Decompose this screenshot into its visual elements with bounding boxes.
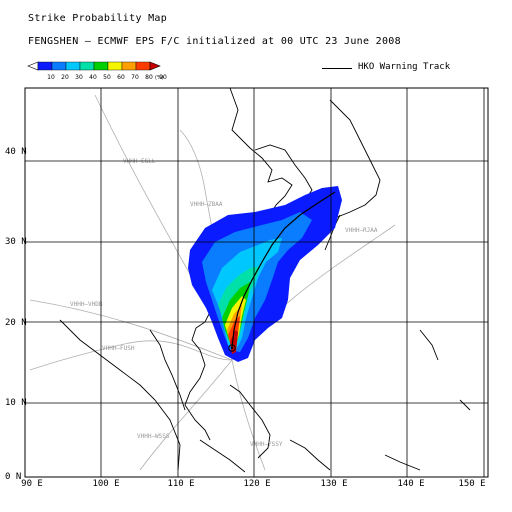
legend-swatch <box>37 61 53 71</box>
legend-value: 10 <box>47 74 55 81</box>
map-title: Strike Probability Map <box>28 13 168 24</box>
legend-swatch <box>65 61 81 71</box>
legend-value: 30 <box>75 74 83 81</box>
lon-label-130: 130 E <box>320 479 348 489</box>
legend-swatch <box>93 61 109 71</box>
legend-value: 50 <box>103 74 111 81</box>
legend-value: 60 <box>117 74 125 81</box>
legend-swatch <box>121 61 137 71</box>
storm-center-icon <box>228 344 236 352</box>
probability-swath <box>188 186 342 362</box>
legend-swatch <box>79 61 95 71</box>
region-labels: VHHH—EGLL VHHH—ZBAA VHHH—RJAA VHHH—VHDB … <box>70 158 378 448</box>
legend-unit: (%) <box>155 75 164 81</box>
lon-label-110: 110 E <box>167 479 195 489</box>
legend-swatch <box>135 61 151 71</box>
region-label: VHHH—WSSS <box>137 433 170 440</box>
map-subtitle: FENGSHEN — ECMWF EPS F/C initialized at … <box>28 36 401 47</box>
legend-value: 90 <box>159 74 167 81</box>
legend-value: 80 <box>145 74 153 81</box>
legend-swatch <box>149 61 161 71</box>
region-label: VHHH—EGLL <box>123 158 156 165</box>
lon-label-140: 140 E <box>397 479 425 489</box>
lon-label-100: 100 E <box>92 479 120 489</box>
lon-label-90: 90 E <box>21 479 43 489</box>
legend-swatch <box>51 61 67 71</box>
region-label: VHHH—YSSY <box>250 441 283 448</box>
track-key-label: HKO Warning Track <box>358 62 451 72</box>
legend-value: 40 <box>89 74 97 81</box>
lat-label-30: 30 N <box>5 237 27 247</box>
lat-label-0: 0 N <box>5 472 22 482</box>
region-label: VHHH—RJAA <box>345 227 378 234</box>
legend-swatch <box>27 61 39 71</box>
lon-label-120: 120 E <box>243 479 271 489</box>
lat-label-40: 40 N <box>5 147 27 157</box>
lon-label-150: 150 E <box>458 479 486 489</box>
region-label: VHHH—FUSH <box>102 345 135 352</box>
legend-swatch <box>107 61 123 71</box>
probability-legend: 10 20 30 40 50 60 70 80 90(%) <box>27 61 167 81</box>
legend-value: 70 <box>131 74 139 81</box>
lat-label-20: 20 N <box>5 318 27 328</box>
lat-lon-grid <box>25 88 488 477</box>
legend-value: 20 <box>61 74 69 81</box>
hko-warning-track <box>231 191 336 349</box>
track-key-line <box>322 68 352 69</box>
region-label: VHHH—VHDB <box>70 301 103 308</box>
region-label: VHHH—ZBAA <box>190 201 223 208</box>
lat-label-10: 10 N <box>5 398 27 408</box>
